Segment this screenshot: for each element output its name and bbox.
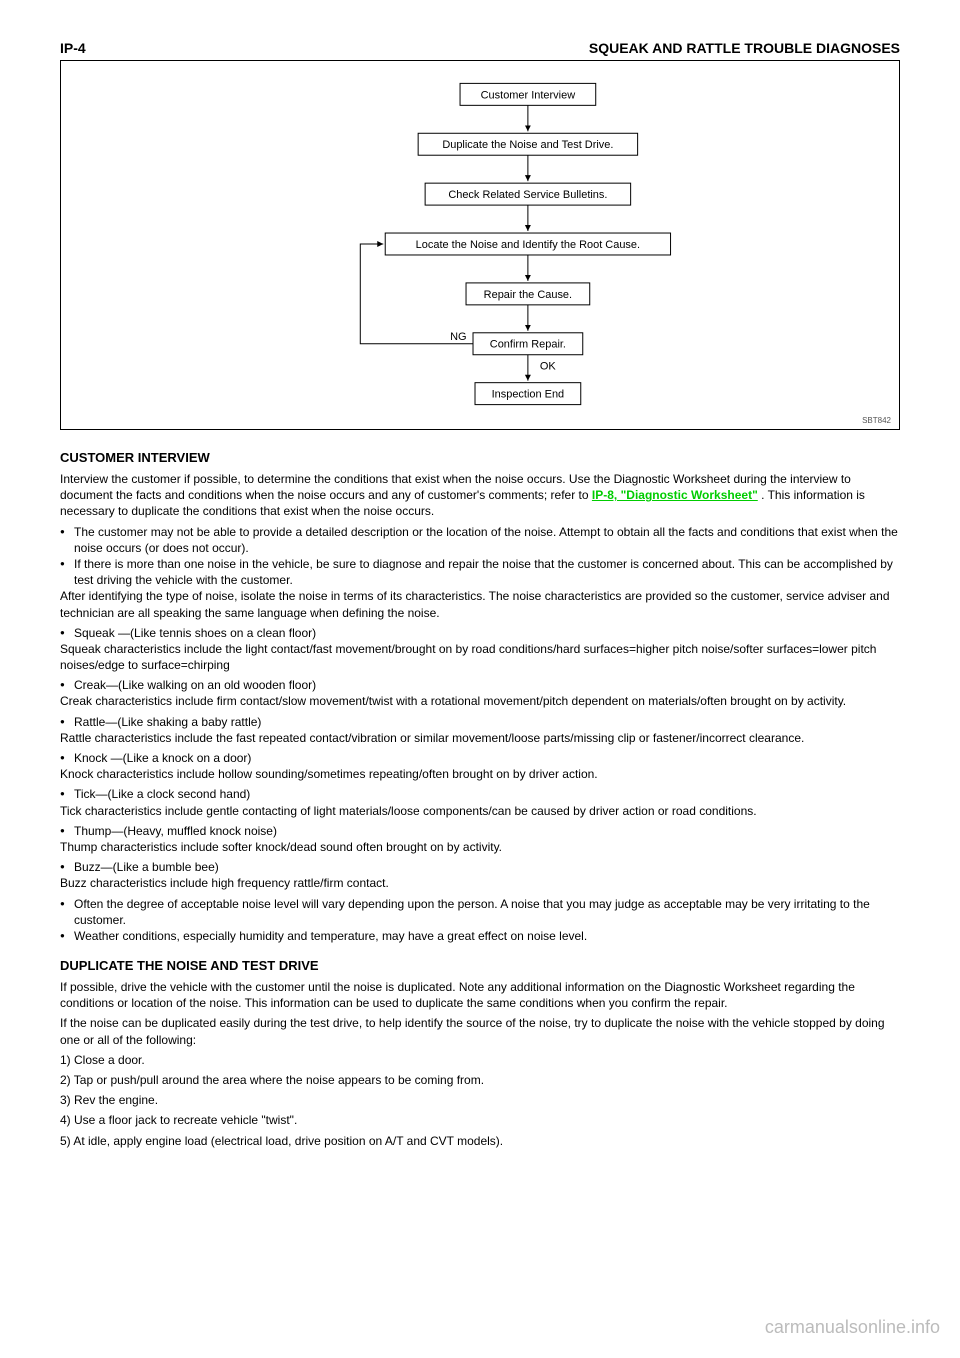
- heading-customer-interview: CUSTOMER INTERVIEW: [60, 450, 900, 465]
- paragraph: Buzz characteristics include high freque…: [60, 875, 900, 891]
- paragraph: If possible, drive the vehicle with the …: [60, 979, 900, 1011]
- flow-node-locate-noise: Locate the Noise and Identify the Root C…: [385, 233, 670, 255]
- list-item: If there is more than one noise in the v…: [60, 556, 900, 588]
- paragraph: Tick characteristics include gentle cont…: [60, 803, 900, 819]
- flowchart-svg: Customer Interview Duplicate the Noise a…: [61, 61, 899, 429]
- watermark: carmanualsonline.info: [765, 1317, 940, 1338]
- link-diagnostic-worksheet[interactable]: IP-8, "Diagnostic Worksheet": [592, 488, 758, 502]
- step: 1) Close a door.: [60, 1052, 900, 1068]
- list-item: Creak—(Like walking on an old wooden flo…: [60, 677, 900, 693]
- paragraph: Creak characteristics include firm conta…: [60, 693, 900, 709]
- paragraph: If the noise can be duplicated easily du…: [60, 1015, 900, 1047]
- svg-text:Duplicate the Noise and Te: Duplicate the Noise and Test Drive.: [442, 139, 613, 151]
- flow-node-confirm: Confirm Repair.: [473, 333, 583, 355]
- header-section-title: SQUEAK AND RATTLE TROUBLE DIAGNOSES: [589, 40, 900, 56]
- step: 2) Tap or push/pull around the area wher…: [60, 1072, 900, 1088]
- paragraph: After identifying the type of noise, iso…: [60, 588, 900, 620]
- list-item: Rattle—(Like shaking a baby rattle): [60, 714, 900, 730]
- paragraph: Interview the customer if possible, to d…: [60, 471, 900, 520]
- flow-node-end: Inspection End: [475, 383, 581, 405]
- svg-text:Customer Interview: Customer Interview: [481, 89, 576, 101]
- flow-node-repair: Repair the Cause.: [466, 283, 590, 305]
- svg-text:Check Related Service Bulle: Check Related Service Bulletins.: [448, 189, 607, 201]
- flow-edge-ng: [360, 244, 473, 344]
- list-item: Weather conditions, especially humidity …: [60, 928, 900, 944]
- list-item: Knock —(Like a knock on a door): [60, 750, 900, 766]
- paragraph: Thump characteristics include softer kno…: [60, 839, 900, 855]
- diagram-id: SBT842: [862, 416, 891, 425]
- flowchart-frame: Customer Interview Duplicate the Noise a…: [60, 60, 900, 430]
- paragraph: Squeak characteristics include the light…: [60, 641, 900, 673]
- page-number: IP-4: [60, 40, 86, 56]
- flow-node-duplicate-noise: Duplicate the Noise and Test Drive.: [418, 133, 637, 155]
- list-item: The customer may not be able to provide …: [60, 524, 900, 556]
- list-item: Tick—(Like a clock second hand): [60, 786, 900, 802]
- list-item: Thump—(Heavy, muffled knock noise): [60, 823, 900, 839]
- flow-node-check-bulletins: Check Related Service Bulletins.: [425, 183, 631, 205]
- svg-text:Locate the Noise and Ident: Locate the Noise and Identify the Root C…: [416, 239, 640, 251]
- flow-label-ok: OK: [540, 361, 557, 373]
- step: 4) Use a floor jack to recreate vehicle …: [60, 1112, 900, 1128]
- svg-text:Inspection End: Inspection End: [492, 389, 565, 401]
- list-item: Buzz—(Like a bumble bee): [60, 859, 900, 875]
- paragraph: Rattle characteristics include the fast …: [60, 730, 900, 746]
- svg-text:Confirm Repair.: Confirm Repair.: [490, 339, 566, 351]
- paragraph: Knock characteristics include hollow sou…: [60, 766, 900, 782]
- list-item: Often the degree of acceptable noise lev…: [60, 896, 900, 928]
- flow-label-ng: NG: [450, 331, 466, 343]
- list-item: Squeak —(Like tennis shoes on a clean fl…: [60, 625, 900, 641]
- flow-node-customer-interview: Customer Interview: [460, 83, 596, 105]
- svg-text:Repair the Cause.: Repair the Cause.: [484, 289, 572, 301]
- step: 5) At idle, apply engine load (electrica…: [60, 1133, 900, 1149]
- step: 3) Rev the engine.: [60, 1092, 900, 1108]
- heading-duplicate-noise: DUPLICATE THE NOISE AND TEST DRIVE: [60, 958, 900, 973]
